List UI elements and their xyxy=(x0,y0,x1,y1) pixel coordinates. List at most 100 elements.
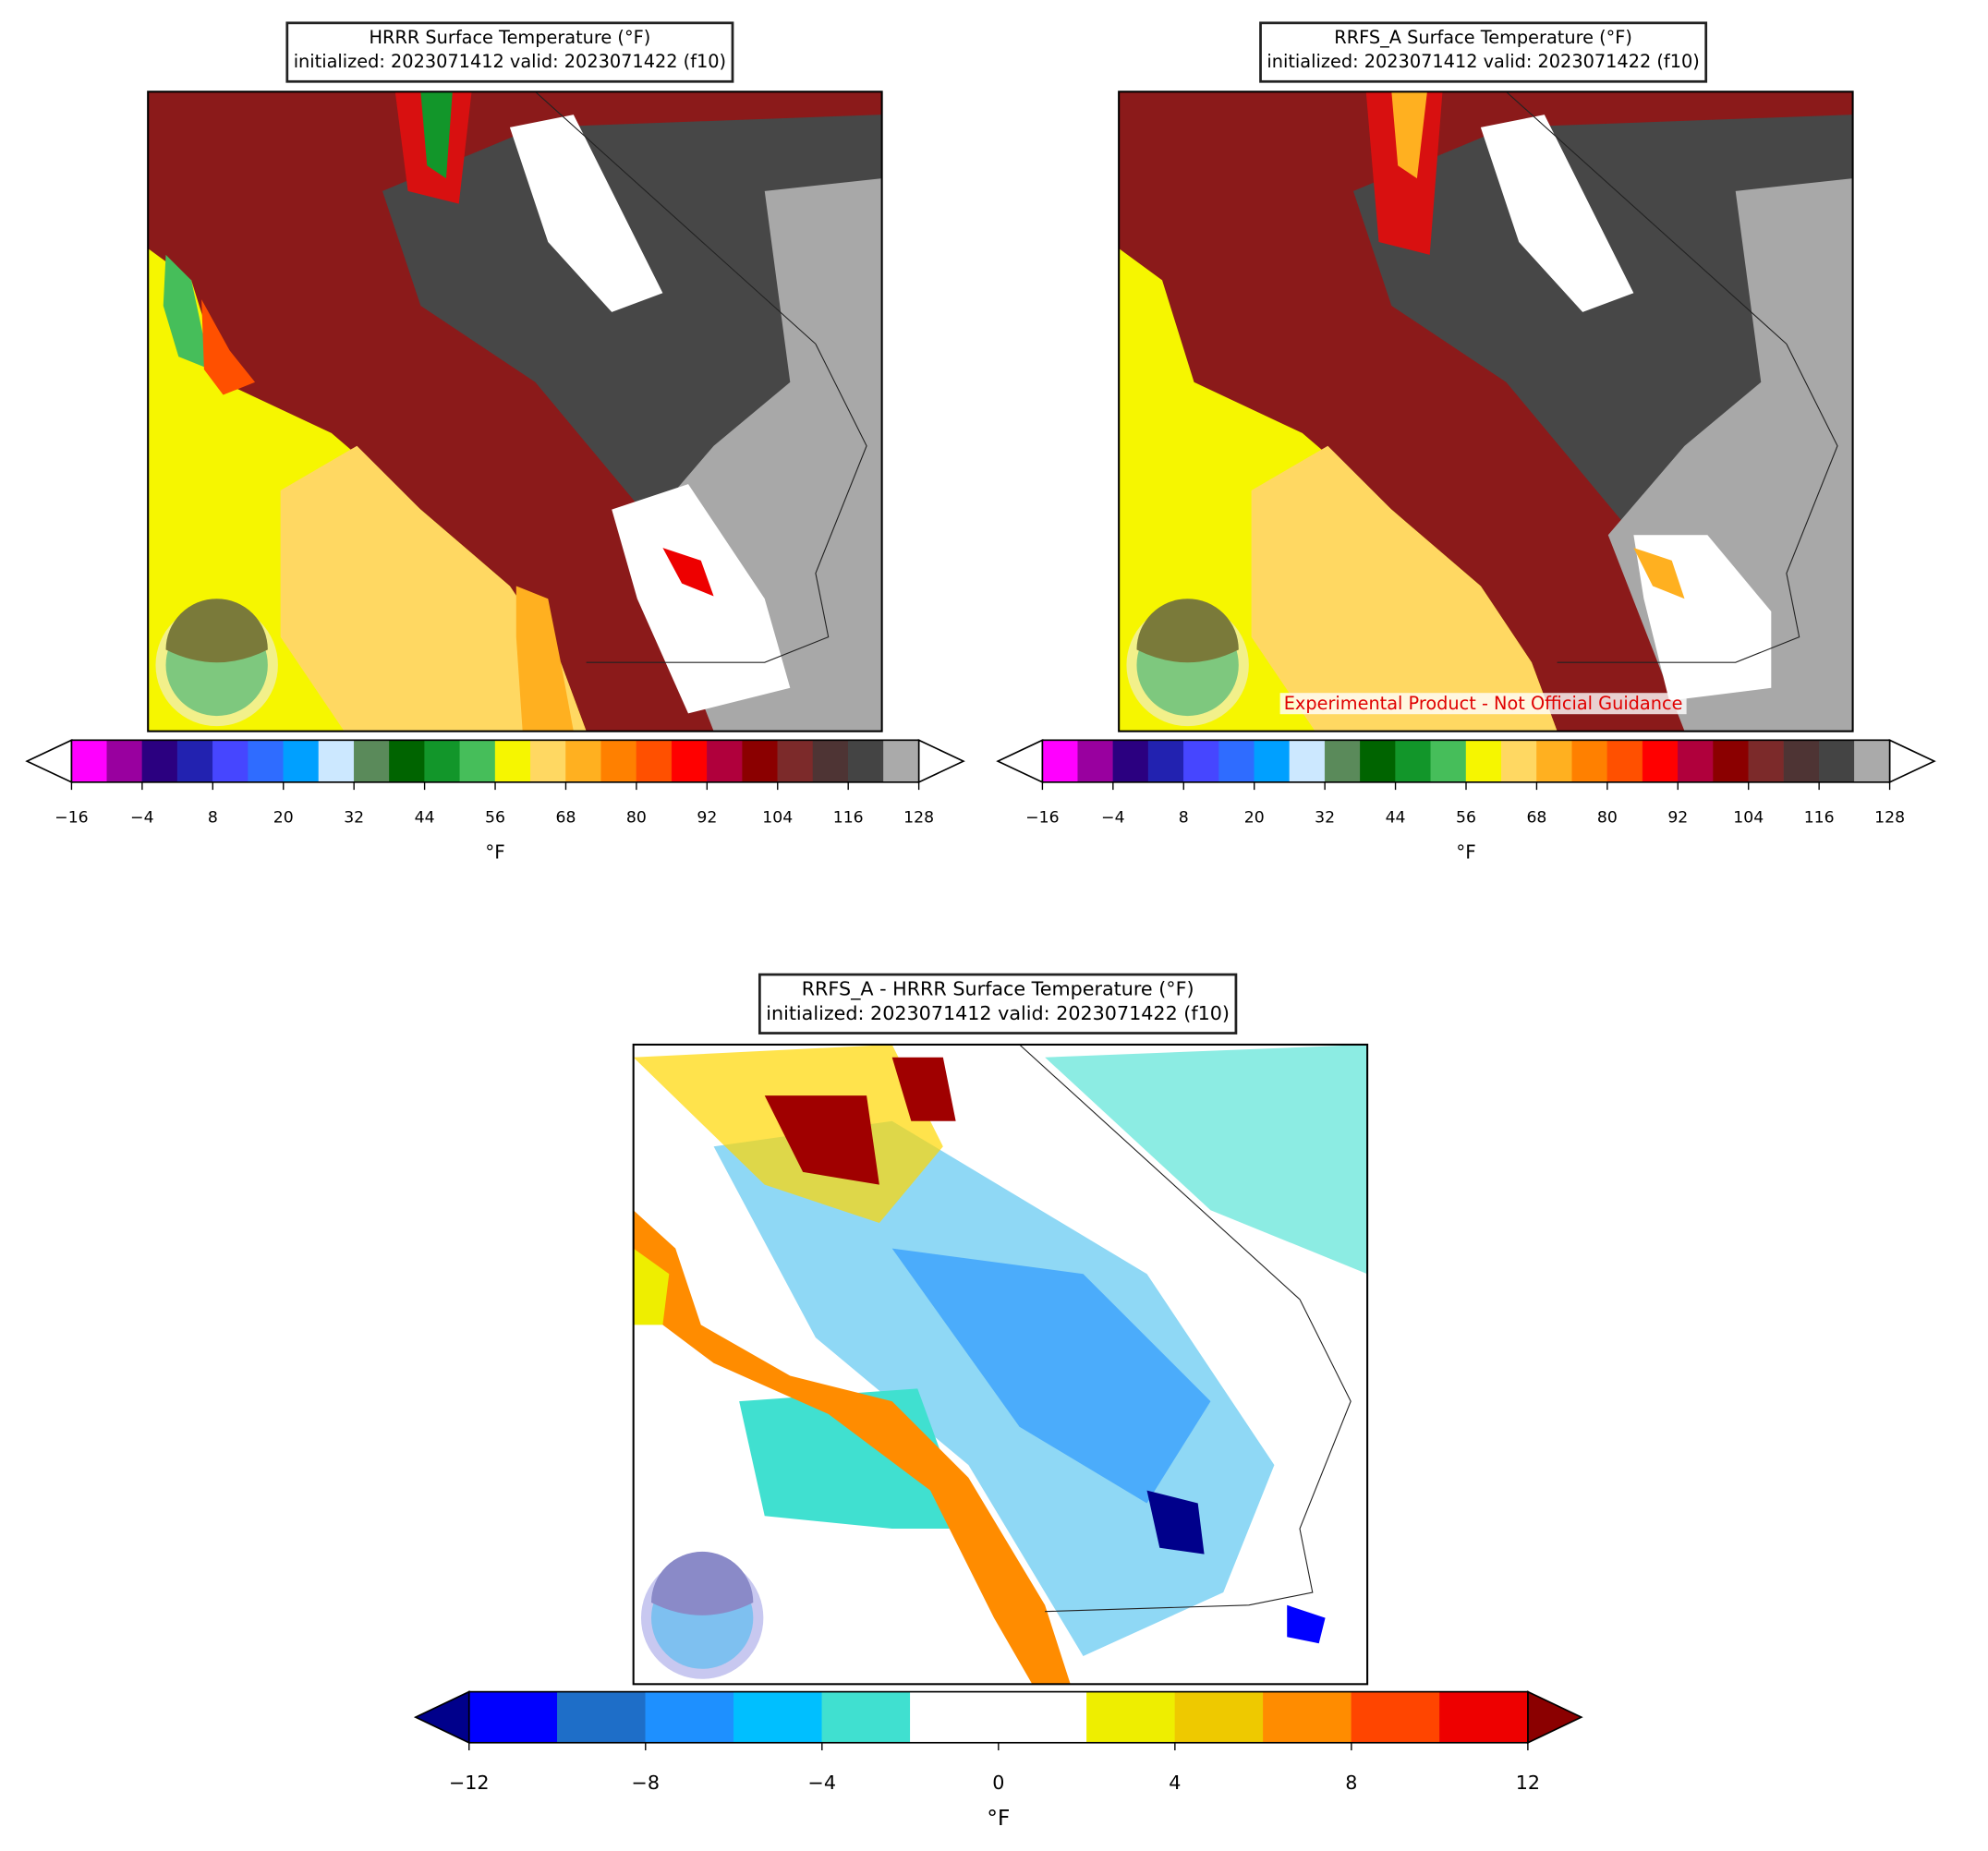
tick-label: 128 xyxy=(903,808,934,827)
colorbar-label: °F xyxy=(485,841,505,864)
colorbar-segment xyxy=(998,1691,1087,1743)
colorbar-segment xyxy=(883,740,919,783)
tick-label: 92 xyxy=(1667,808,1688,827)
watermark: Experimental Product - Not Official Guid… xyxy=(1284,693,1683,714)
colorbar-segment xyxy=(71,740,107,783)
colorbar-segment xyxy=(777,740,814,783)
logo xyxy=(640,1551,764,1679)
tick-label: 8 xyxy=(1345,1772,1357,1794)
title-box xyxy=(285,21,734,83)
colorbar-segment xyxy=(106,740,143,783)
colorbar-segment xyxy=(1351,1691,1440,1743)
colorbar-segment xyxy=(1678,740,1714,783)
title-box xyxy=(1259,21,1708,83)
colorbar-segment xyxy=(1642,740,1679,783)
colorbar-segment xyxy=(424,740,461,783)
colorbar-segment xyxy=(1254,740,1291,783)
colorbar-segment xyxy=(671,740,708,783)
colorbar-segment xyxy=(1536,740,1572,783)
colorbar-segment xyxy=(389,740,425,783)
colorbar-segment xyxy=(353,740,390,783)
title: RRFS_A - HRRR Surface Temperature (°F) xyxy=(802,978,1194,1001)
tick-label: 128 xyxy=(1874,808,1905,827)
colorbar-segment xyxy=(910,1691,1000,1743)
title: RRFS_A Surface Temperature (°F) xyxy=(1334,27,1632,48)
colorbar-segment xyxy=(1571,740,1608,783)
logo xyxy=(155,599,278,727)
colorbar-segment xyxy=(1818,740,1855,783)
tick-label: −8 xyxy=(632,1772,660,1794)
map xyxy=(1119,91,1853,732)
tick-label: 20 xyxy=(273,808,294,827)
tick-label: −4 xyxy=(808,1772,836,1794)
tick-label: −4 xyxy=(1101,808,1124,827)
colorbar-segment xyxy=(212,740,248,783)
colorbar-segment xyxy=(141,740,178,783)
tick-label: 92 xyxy=(697,808,717,827)
tick-label: 56 xyxy=(1456,808,1476,827)
tick-label: −4 xyxy=(130,808,153,827)
colorbar-segment xyxy=(600,740,637,783)
tick-label: 20 xyxy=(1244,808,1265,827)
colorbar-segment xyxy=(1854,740,1890,783)
colorbar-segment xyxy=(1263,1691,1352,1743)
colorbar-over xyxy=(917,739,965,784)
colorbar-segment xyxy=(1783,740,1820,783)
title: HRRR Surface Temperature (°F) xyxy=(370,27,651,48)
colorbar-segment xyxy=(459,740,496,783)
colorbar-segment xyxy=(565,740,601,783)
colorbar-under xyxy=(413,1690,470,1745)
tick-label: 8 xyxy=(1179,808,1189,827)
colorbar-segment xyxy=(1086,1691,1176,1743)
map xyxy=(148,91,882,732)
colorbar-segment xyxy=(742,740,778,783)
colorbar-segment xyxy=(248,740,284,783)
colorbar-segment xyxy=(812,740,849,783)
colorbar-segment xyxy=(1289,740,1326,783)
colorbar-segment xyxy=(1439,1691,1529,1743)
tick-label: 104 xyxy=(762,808,793,827)
tick-label: 12 xyxy=(1516,1772,1540,1794)
colorbar-label: °F xyxy=(987,1805,1010,1831)
tick-label: 8 xyxy=(208,808,218,827)
colorbar-segment xyxy=(707,740,743,783)
colorbar-segment xyxy=(1360,740,1396,783)
tick-label: −12 xyxy=(449,1772,490,1794)
colorbar-segment xyxy=(468,1691,558,1743)
colorbar-segment xyxy=(636,740,673,783)
colorbar-segment xyxy=(283,740,320,783)
colorbar-under xyxy=(25,739,73,784)
tick-label: −16 xyxy=(1025,808,1059,827)
tick-label: 68 xyxy=(1526,808,1546,827)
colorbar-segment xyxy=(1174,1691,1264,1743)
tick-label: 44 xyxy=(415,808,435,827)
tick-label: −16 xyxy=(55,808,88,827)
colorbar-segment xyxy=(1606,740,1643,783)
tick-label: 80 xyxy=(1597,808,1618,827)
colorbar-segment xyxy=(821,1691,911,1743)
tick-label: 0 xyxy=(992,1772,1004,1794)
colorbar-segment xyxy=(1042,740,1078,783)
colorbar-segment xyxy=(530,740,566,783)
tick-label: 32 xyxy=(344,808,364,827)
logo xyxy=(1126,599,1249,727)
colorbar-segment xyxy=(1748,740,1785,783)
tick-label: 32 xyxy=(1315,808,1335,827)
colorbar-segment xyxy=(1077,740,1114,783)
title-box xyxy=(758,973,1238,1034)
colorbar-segment xyxy=(176,740,213,783)
colorbar-segment xyxy=(1324,740,1361,783)
watermark-bg xyxy=(1279,693,1687,715)
colorbar-segment xyxy=(1218,740,1255,783)
colorbar-segment xyxy=(1112,740,1149,783)
subtitle: initialized: 2023071412 valid: 202307142… xyxy=(1267,51,1699,72)
tick-label: 116 xyxy=(1804,808,1835,827)
colorbar-segment xyxy=(1395,740,1431,783)
tick-label: 68 xyxy=(555,808,576,827)
colorbar-segment xyxy=(1147,740,1184,783)
tick-label: 116 xyxy=(833,808,864,827)
map xyxy=(633,1044,1368,1685)
colorbar-segment xyxy=(557,1691,646,1743)
colorbar-segment xyxy=(1465,740,1502,783)
